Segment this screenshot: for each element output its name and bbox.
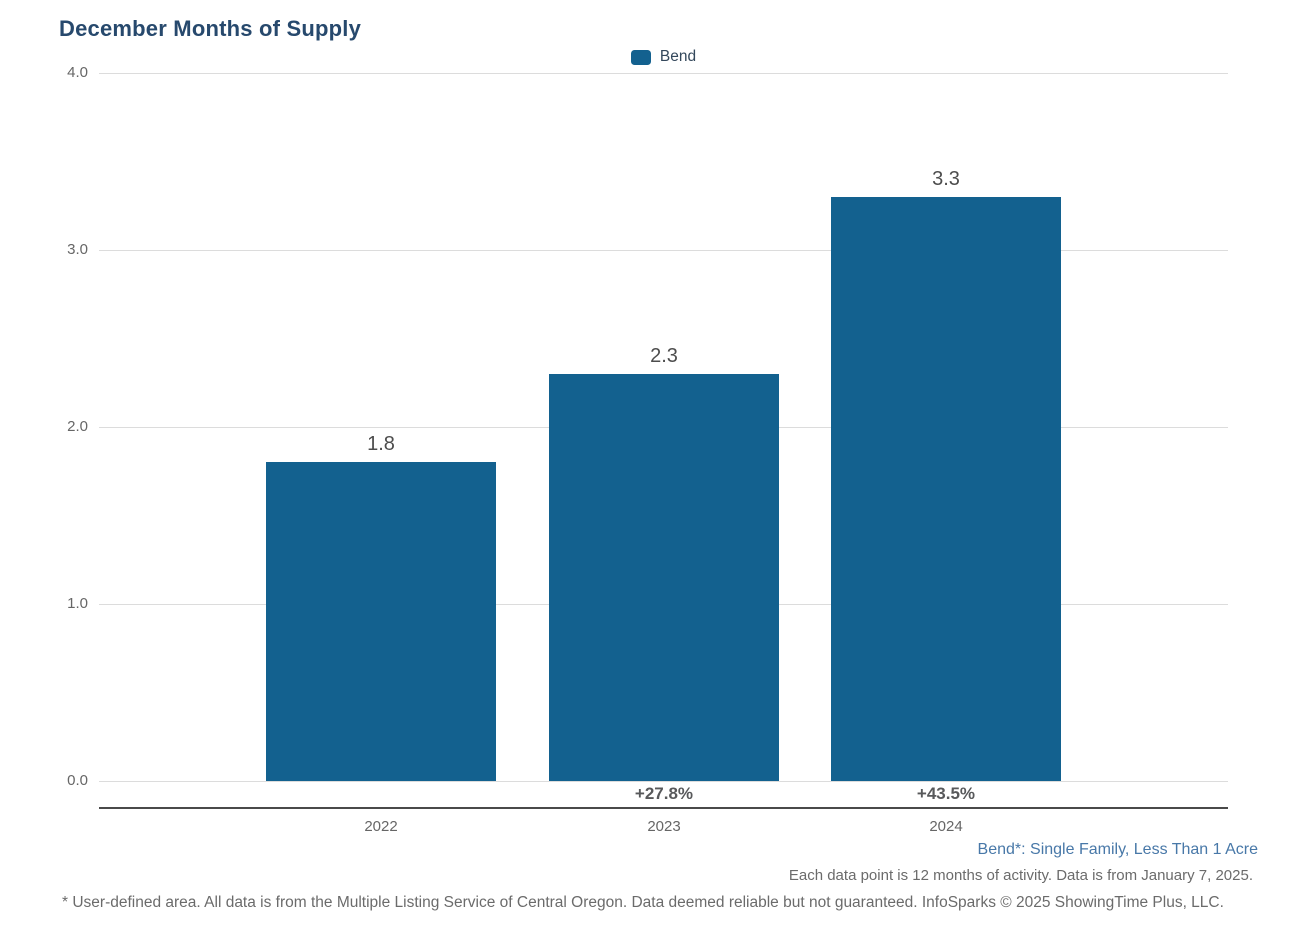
y-axis-tick-3.0: 3.0 — [67, 241, 88, 258]
legend-swatch-icon — [630, 49, 651, 65]
bar-2023[interactable] — [549, 374, 779, 781]
bar-2022[interactable] — [266, 462, 496, 781]
y-axis-tick-1.0: 1.0 — [67, 595, 88, 612]
chart-legend: Bend — [99, 48, 1228, 66]
data-period-note: Each data point is 12 months of activity… — [788, 867, 1253, 884]
x-axis-tick-2024: 2024 — [929, 818, 963, 835]
series-definition-note: Bend*: Single Family, Less Than 1 Acre — [977, 841, 1258, 858]
legend-item-bend[interactable]: Bend — [630, 48, 697, 66]
x-axis-tick-2022: 2022 — [364, 818, 398, 835]
x-axis-line — [99, 807, 1228, 809]
bar-value-label-2023: 2.3 — [650, 345, 678, 367]
bar-value-label-2024: 3.3 — [932, 168, 960, 190]
bar-value-label-2022: 1.8 — [367, 433, 395, 455]
bar-2024[interactable] — [831, 197, 1061, 781]
x-axis-tick-2023: 2023 — [647, 818, 681, 835]
legend-item-label: Bend — [659, 48, 697, 65]
y-axis-tick-2.0: 2.0 — [67, 418, 88, 435]
pct-change-label-2024: +43.5% — [916, 784, 976, 803]
page-title: December Months of Supply — [59, 16, 362, 41]
gridline-0.0 — [99, 781, 1228, 782]
pct-change-label-2023: +27.8% — [634, 784, 694, 803]
gridline-4.0 — [99, 73, 1228, 74]
gridline-3.0 — [99, 250, 1228, 251]
y-axis-tick-4.0: 4.0 — [67, 64, 88, 81]
y-axis-tick-0.0: 0.0 — [67, 772, 88, 789]
disclaimer-footer: * User-defined area. All data is from th… — [62, 894, 1224, 911]
